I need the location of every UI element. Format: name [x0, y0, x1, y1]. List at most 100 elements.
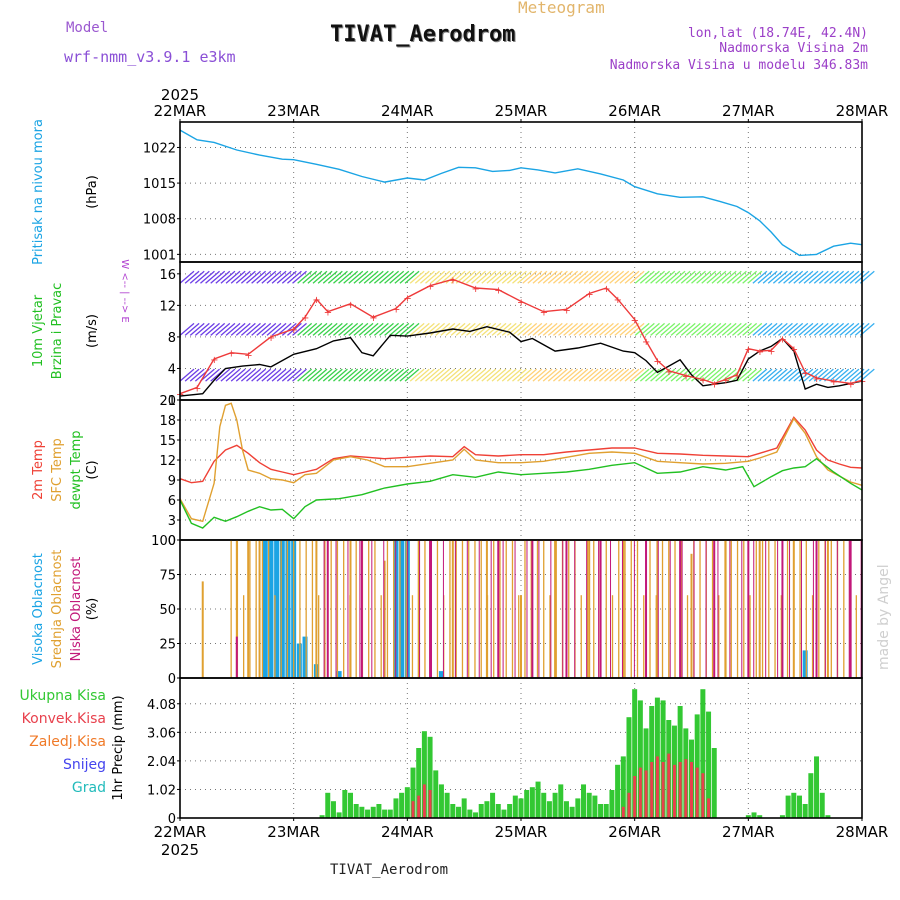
- wind-barb: [466, 368, 481, 382]
- wind-barb: [368, 270, 384, 284]
- wind-barb: [747, 270, 763, 284]
- wind-barb: [292, 270, 307, 284]
- precip-bar: [609, 790, 615, 818]
- wind-barb: [558, 322, 573, 336]
- wind-barb: [778, 322, 793, 336]
- wind-barb: [813, 322, 829, 336]
- precip-bar: [529, 787, 535, 818]
- precip-bar: [650, 762, 654, 818]
- wind-barb: [292, 368, 307, 382]
- wind-barb: [552, 368, 568, 382]
- panel-title-line: Srednja Oblacnost: [50, 550, 65, 669]
- wind-barb: [691, 368, 706, 382]
- cloud-bar: [622, 540, 625, 678]
- wind-barb: [205, 270, 220, 284]
- precip-bar: [370, 806, 376, 818]
- wind-barb: [455, 322, 471, 336]
- wind-barb: [813, 368, 829, 382]
- gust-marker: +: [813, 374, 821, 385]
- wind-barb: [711, 322, 727, 336]
- wind-barb: [650, 270, 666, 284]
- panel-wind: 0 4 8 12 16 10m Vjetar Brzina i Pravac (m/s) W <…: [31, 259, 875, 409]
- wind-barb: [501, 270, 517, 284]
- wind-barb: [297, 322, 313, 336]
- wind-barb: [772, 322, 788, 336]
- precip-bar: [524, 790, 530, 818]
- y-tick-label: 8: [168, 331, 176, 346]
- gust-marker: +: [210, 355, 218, 366]
- precip-bar: [694, 714, 700, 818]
- wind-barb: [384, 368, 400, 382]
- gust-marker: +: [778, 334, 786, 345]
- cloud-bar: [201, 581, 204, 678]
- wind-barb: [271, 322, 287, 336]
- wind-barb: [460, 270, 476, 284]
- y-tick-label: 12: [159, 454, 176, 469]
- wind-barb: [225, 322, 241, 336]
- y-tick-label: 0: [168, 672, 176, 687]
- wind-barb: [737, 322, 752, 336]
- legend-entry: Grad: [72, 780, 106, 796]
- cloud-bar: [302, 636, 308, 678]
- wind-barb: [471, 368, 486, 382]
- x-tick-label: 25MAR: [495, 102, 548, 120]
- wind-barb: [798, 270, 814, 284]
- wind-barb: [793, 322, 809, 336]
- x-tick-label: 22MAR: [154, 102, 207, 120]
- y-tick-label: 1001: [143, 248, 176, 263]
- wind-barb: [552, 270, 568, 284]
- wind-barb: [276, 368, 292, 382]
- cloud-bar: [826, 540, 829, 678]
- wind-barb: [844, 368, 860, 382]
- wind-barb: [716, 368, 732, 382]
- wind-barb: [179, 368, 195, 382]
- wind-barb: [834, 368, 850, 382]
- wind-barb: [568, 322, 584, 336]
- wind-barb: [599, 270, 614, 284]
- wind-barb: [506, 368, 522, 382]
- wind-barb: [327, 322, 343, 336]
- wind-barb: [542, 270, 558, 284]
- wind-barb: [675, 322, 691, 336]
- wind-barb: [670, 270, 686, 284]
- wind-barb: [501, 368, 517, 382]
- wind-barb: [240, 270, 256, 284]
- precip-bar: [796, 795, 802, 818]
- gust-marker: +: [472, 284, 480, 295]
- wind-barb: [261, 322, 277, 336]
- cloud-bar: [758, 540, 761, 678]
- wind-barb: [563, 368, 579, 382]
- precip-bar: [825, 815, 831, 818]
- precip-bar: [632, 689, 638, 818]
- wind-barb: [435, 368, 451, 382]
- gust-marker: +: [267, 333, 275, 344]
- precip-bar: [581, 784, 587, 818]
- wind-barb: [619, 270, 635, 284]
- x-tick-label: 27MAR: [722, 823, 775, 841]
- wind-barb: [808, 322, 824, 336]
- legend-entry: Konvek.Kisa: [22, 711, 106, 727]
- x-year-label: 2025: [161, 841, 199, 859]
- wind-barb: [614, 322, 630, 336]
- precip-bar: [410, 767, 416, 818]
- cloud-bar: [235, 636, 238, 678]
- wind-barb: [522, 368, 538, 382]
- wind-barb: [614, 368, 630, 382]
- wind-barb: [742, 322, 758, 336]
- gust-marker: +: [290, 325, 298, 336]
- precip-bar: [814, 756, 820, 818]
- wind-barb: [200, 270, 215, 284]
- wind-barb: [737, 368, 752, 382]
- cloud-bar: [531, 540, 534, 678]
- wind-barb: [240, 368, 256, 382]
- gust-marker: +: [585, 290, 593, 301]
- wind-barb: [312, 322, 328, 336]
- precip-bar: [359, 806, 365, 818]
- precip-bar: [393, 798, 399, 818]
- wind-barb: [665, 322, 681, 336]
- gust-marker: +: [830, 377, 838, 388]
- wind-barb: [414, 270, 430, 284]
- wind-barb: [721, 368, 737, 382]
- wind-barb: [665, 368, 681, 382]
- wind-barb: [322, 322, 338, 336]
